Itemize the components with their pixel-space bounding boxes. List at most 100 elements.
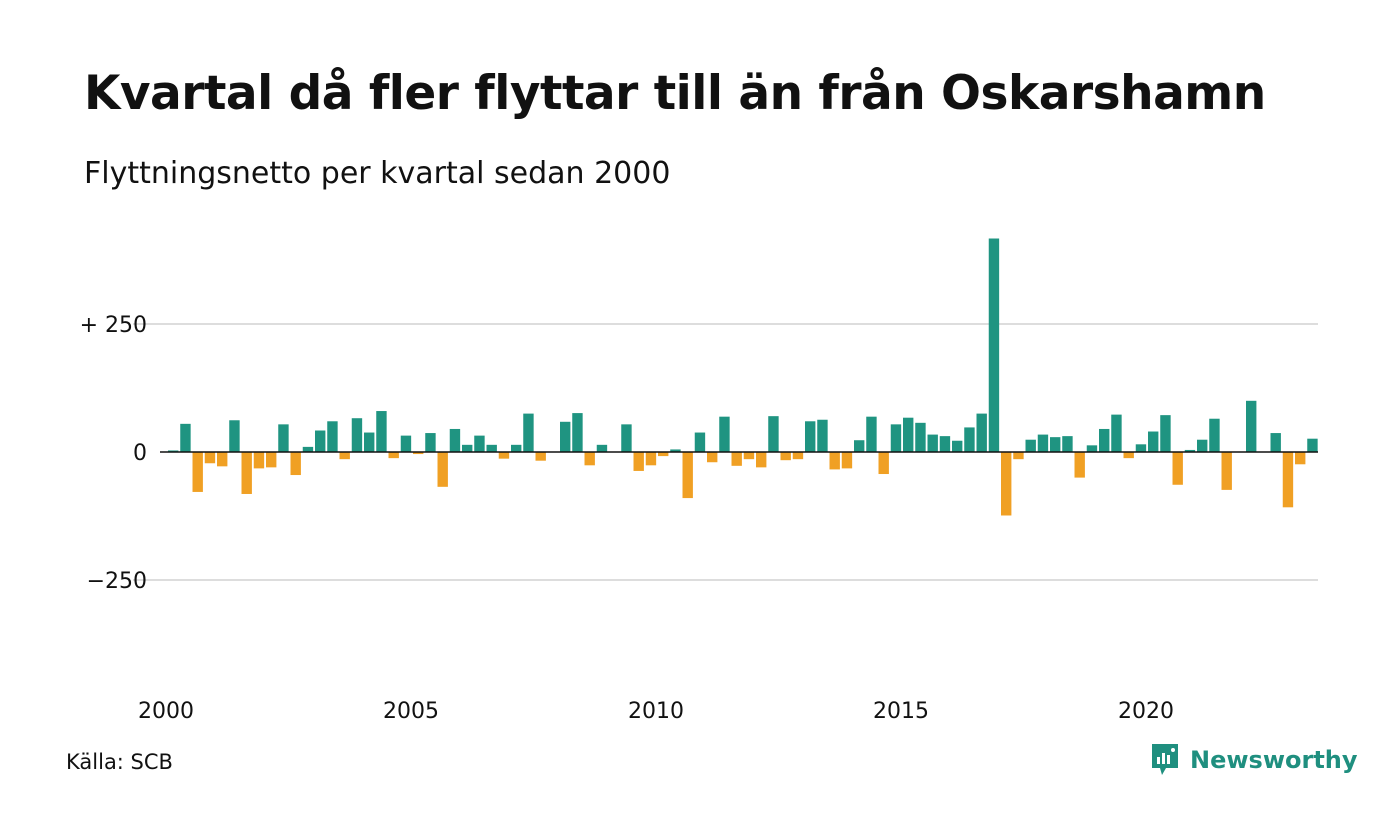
- bar: [829, 452, 840, 470]
- bar: [168, 450, 179, 452]
- bar: [1282, 452, 1294, 508]
- bar: [743, 452, 755, 460]
- bar: [1001, 452, 1012, 516]
- bar: [658, 452, 669, 457]
- bar: [278, 424, 289, 452]
- bar: [290, 452, 301, 476]
- bar: [707, 452, 718, 463]
- bar: [511, 444, 522, 452]
- bar: [694, 432, 706, 452]
- bar: [854, 440, 865, 452]
- bar: [413, 452, 424, 455]
- bar: [915, 422, 926, 452]
- bar: [731, 452, 742, 466]
- bar: [817, 419, 828, 452]
- bar: [1160, 415, 1171, 452]
- bar: [474, 435, 485, 452]
- bar: [400, 435, 412, 452]
- bar: [437, 452, 448, 487]
- bars: [168, 238, 1318, 516]
- bar: [560, 421, 571, 452]
- bar: [927, 434, 938, 452]
- bar: [1307, 438, 1318, 452]
- bar: [1111, 414, 1122, 452]
- bar: [866, 416, 877, 452]
- bar: [253, 452, 265, 469]
- x-tick-label: 2000: [138, 699, 194, 724]
- bar: [376, 411, 387, 452]
- bar: [939, 436, 951, 452]
- bar: [486, 444, 497, 452]
- y-tick-label: 0: [133, 441, 147, 466]
- bar: [1099, 428, 1110, 452]
- chart-subtitle: Flyttningsnetto per kvartal sedan 2000: [84, 156, 671, 191]
- bar: [1074, 452, 1085, 478]
- bar: [964, 427, 975, 452]
- bar: [768, 416, 779, 452]
- y-tick-label: −250: [87, 569, 147, 594]
- bar: [890, 424, 902, 452]
- bar: [523, 413, 534, 452]
- bar: [229, 420, 240, 452]
- bar: [1086, 445, 1098, 452]
- bar: [498, 452, 510, 459]
- bar: [302, 446, 314, 452]
- bar: [1148, 431, 1159, 452]
- bar: [1270, 433, 1281, 452]
- source-note: Källa: SCB: [66, 750, 173, 774]
- bar: [1037, 434, 1049, 452]
- bar: [1184, 449, 1196, 452]
- bar: [241, 452, 252, 494]
- bar: [1221, 452, 1232, 490]
- bar: [1209, 418, 1220, 452]
- bar: [388, 452, 399, 459]
- bar: [1172, 452, 1183, 485]
- bar-chart: + 250 0 −250 2000 2005 2010 2015 2020: [80, 238, 1318, 724]
- bar: [1295, 452, 1306, 465]
- bar: [841, 452, 853, 469]
- brand-name: Newsworthy: [1190, 746, 1358, 774]
- bar: [315, 430, 326, 452]
- bar: [449, 428, 461, 452]
- bar: [1050, 437, 1061, 452]
- newsworthy-brand[interactable]: Newsworthy: [1150, 742, 1358, 778]
- bar: [1123, 452, 1134, 459]
- x-tick-label: 2020: [1118, 699, 1174, 724]
- bar: [596, 444, 608, 452]
- bar: [572, 413, 583, 452]
- bar: [535, 452, 546, 461]
- bar: [952, 440, 963, 452]
- bar: [1025, 439, 1036, 452]
- axis-labels: + 250 0 −250 2000 2005 2010 2015 2020: [80, 313, 1318, 724]
- bar: [462, 444, 473, 452]
- bar: [878, 452, 889, 475]
- y-tick-label: + 250: [80, 313, 147, 338]
- bar: [756, 452, 767, 468]
- x-tick-label: 2005: [383, 699, 439, 724]
- x-tick-label: 2015: [873, 699, 929, 724]
- bar: [1013, 452, 1024, 460]
- bar: [670, 449, 681, 452]
- bar: [339, 452, 350, 460]
- bar: [204, 452, 216, 464]
- bar: [192, 452, 203, 492]
- grid-lines: [133, 323, 1318, 581]
- bar: [1197, 439, 1208, 452]
- bar: [633, 452, 644, 471]
- bar: [780, 452, 791, 461]
- bar: [327, 421, 338, 452]
- bar: [976, 413, 987, 452]
- bar: [792, 452, 804, 460]
- bar: [364, 432, 375, 452]
- bar: [1062, 436, 1073, 452]
- bar: [805, 421, 816, 452]
- bar: [903, 417, 914, 452]
- bar: [584, 452, 595, 466]
- bar: [645, 452, 657, 466]
- bar: [1246, 400, 1257, 452]
- bar: [621, 424, 632, 452]
- bar: [425, 433, 436, 452]
- bar: [180, 423, 191, 452]
- bar: [351, 418, 363, 452]
- newsworthy-logo-icon: [1152, 744, 1178, 775]
